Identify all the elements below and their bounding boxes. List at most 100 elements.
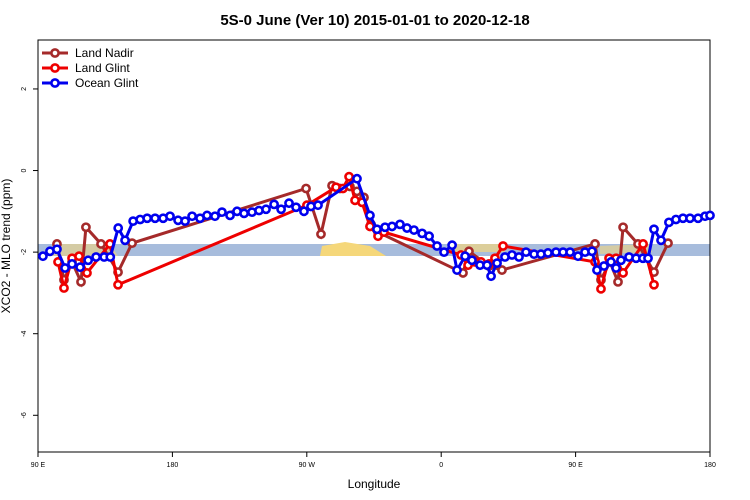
- point: [202, 210, 212, 221]
- point: [81, 222, 91, 233]
- point: [613, 276, 623, 287]
- x-tick-label: 90 W: [299, 462, 316, 469]
- chart-title: 5S-0 June (Ver 10) 2015-01-01 to 2020-12…: [220, 12, 529, 29]
- point: [313, 200, 323, 211]
- y-tick-label: -6: [21, 412, 28, 418]
- point: [180, 216, 190, 227]
- legend-label: Land Glint: [75, 61, 130, 75]
- legend-marker: [50, 48, 60, 58]
- point: [60, 263, 70, 273]
- x-tick-label: 180: [704, 462, 716, 469]
- series: [38, 173, 715, 282]
- point: [596, 283, 606, 294]
- point: [352, 173, 362, 184]
- point: [521, 247, 531, 258]
- point: [618, 268, 628, 278]
- point: [365, 210, 375, 221]
- x-tick-label: 90 E: [31, 462, 46, 469]
- point: [611, 263, 621, 273]
- point: [447, 240, 458, 251]
- point: [276, 204, 287, 215]
- point: [439, 247, 449, 258]
- point: [649, 279, 659, 290]
- point: [616, 255, 626, 266]
- point: [261, 204, 271, 215]
- point: [91, 252, 101, 262]
- point: [638, 239, 648, 249]
- point: [76, 276, 86, 287]
- point: [187, 211, 198, 222]
- y-tick-label: 2: [21, 87, 28, 91]
- point: [705, 210, 715, 221]
- band-patch: [320, 242, 386, 256]
- point: [59, 283, 69, 293]
- legend-label: Ocean Glint: [75, 76, 139, 90]
- point: [486, 271, 496, 282]
- legend-marker: [50, 78, 60, 88]
- point: [649, 224, 659, 235]
- point: [573, 251, 583, 262]
- point: [82, 268, 92, 278]
- point: [599, 261, 609, 271]
- point: [344, 171, 354, 182]
- point: [150, 213, 160, 224]
- point: [460, 251, 470, 262]
- legend-marker: [50, 63, 60, 73]
- point: [113, 223, 124, 233]
- point: [316, 229, 326, 240]
- point: [565, 247, 575, 258]
- point: [239, 208, 249, 219]
- x-axis-label: Longitude: [348, 477, 401, 491]
- point: [467, 255, 477, 266]
- point: [592, 265, 602, 275]
- point: [409, 225, 419, 235]
- point: [452, 265, 462, 275]
- point: [424, 231, 435, 242]
- point: [301, 183, 311, 194]
- point: [120, 235, 130, 246]
- point: [67, 259, 77, 269]
- point: [96, 239, 106, 249]
- point: [210, 211, 220, 222]
- y-tick-label: 0: [21, 168, 28, 172]
- point: [656, 235, 666, 246]
- point: [498, 241, 508, 251]
- point: [52, 244, 62, 255]
- point: [38, 251, 48, 262]
- point: [618, 222, 628, 233]
- point: [113, 279, 123, 290]
- y-tick-label: -2: [21, 249, 28, 255]
- point: [75, 262, 86, 273]
- point: [587, 246, 597, 257]
- point: [269, 199, 279, 210]
- point: [432, 241, 442, 251]
- point: [83, 255, 94, 266]
- x-tick-label: 0: [439, 462, 443, 469]
- point: [165, 211, 175, 222]
- point: [284, 198, 294, 209]
- point: [142, 213, 153, 224]
- point: [497, 265, 507, 275]
- point: [482, 260, 492, 271]
- point: [643, 253, 653, 264]
- point: [105, 252, 116, 262]
- point: [387, 221, 397, 232]
- point: [225, 210, 235, 221]
- point: [74, 251, 84, 262]
- point: [606, 257, 616, 267]
- legend-label: Land Nadir: [75, 46, 134, 60]
- point: [372, 224, 382, 235]
- point: [543, 248, 553, 258]
- y-axis-label: XCO2 - MLO trend (ppm): [0, 179, 13, 314]
- point: [685, 213, 695, 224]
- y-tick-label: -4: [21, 330, 28, 336]
- x-tick-label: 90 E: [568, 462, 583, 469]
- point: [395, 219, 405, 230]
- point: [492, 258, 502, 269]
- point: [217, 207, 227, 218]
- x-tick-label: 180: [167, 462, 179, 469]
- point: [299, 206, 309, 217]
- plot-frame: [37, 39, 711, 453]
